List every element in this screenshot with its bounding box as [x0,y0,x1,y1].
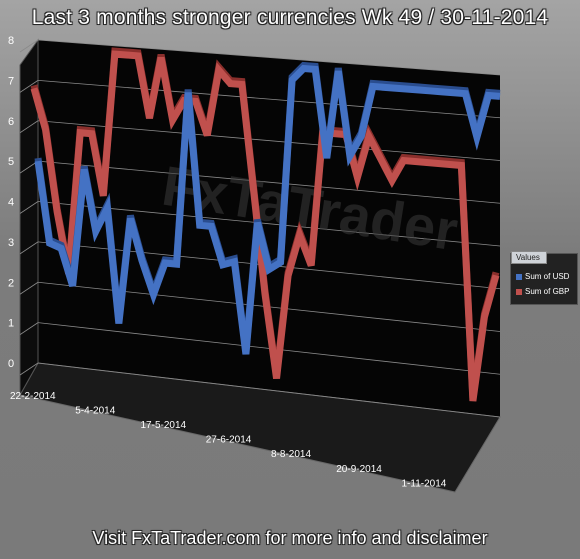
gridline-side [19,322,39,335]
gridline [37,362,501,418]
legend-swatch-gbp [516,288,522,295]
x-tick-label: 5-4-2014 [75,406,115,417]
legend-label-gbp: Sum of GBP [525,287,570,296]
gridline [37,201,501,247]
gridline [37,160,501,204]
legend: Values Sum of USD Sum of GBP [510,251,578,305]
y-tick-label: 6 [8,116,14,128]
gridline-side [19,201,39,214]
gridline-side [19,120,39,134]
series-gbp [30,47,500,402]
gridline [37,39,501,76]
plot-back-wall [38,40,500,417]
y-tick-label: 0 [8,358,14,370]
series-layer [30,47,501,402]
x-tick-label: 17-5-2014 [141,420,187,431]
x-tick-label: 27-6-2014 [206,435,252,446]
series-line [34,64,501,355]
footer-text: Visit FxTaTrader.com for more info and d… [92,528,488,548]
chart-title: Last 3 months stronger currencies Wk 49 … [31,6,549,29]
legend-label-usd: Sum of USD [525,272,570,281]
gridline [37,120,501,161]
x-tick-label: 22-2-2014 [10,391,56,402]
x-tick-label: 8-8-2014 [271,449,311,460]
legend-item-gbp: Sum of GBP [516,287,569,296]
y-tick-label: 2 [8,277,14,289]
legend-title: Values [511,251,547,264]
gridline-side [19,281,39,295]
gridline-side [19,241,39,255]
x-axis-ticks: 22-2-2014 5-4-2014 17-5-2014 27-6-2014 8-8-2… [10,391,447,489]
series-usd [34,61,501,355]
gridline-side [19,362,39,376]
y-tick-label: 3 [8,237,14,249]
gridline-side [19,80,39,93]
y-tick-label: 1 [8,318,14,330]
gridline-side [19,39,39,53]
y-tick-label: 4 [8,197,14,209]
series-line [30,50,500,402]
y-tick-label: 8 [8,35,14,47]
x-tick-label: 20-9-2014 [336,464,382,475]
legend-swatch-usd [516,273,522,280]
y-tick-label: 7 [8,75,14,87]
y-tick-label: 5 [8,156,14,168]
y-axis-ticks: 0 1 2 3 4 5 6 7 8 [8,35,14,370]
x-tick-label: 1-11-2014 [402,478,447,489]
legend-item-usd: Sum of USD [516,272,569,281]
